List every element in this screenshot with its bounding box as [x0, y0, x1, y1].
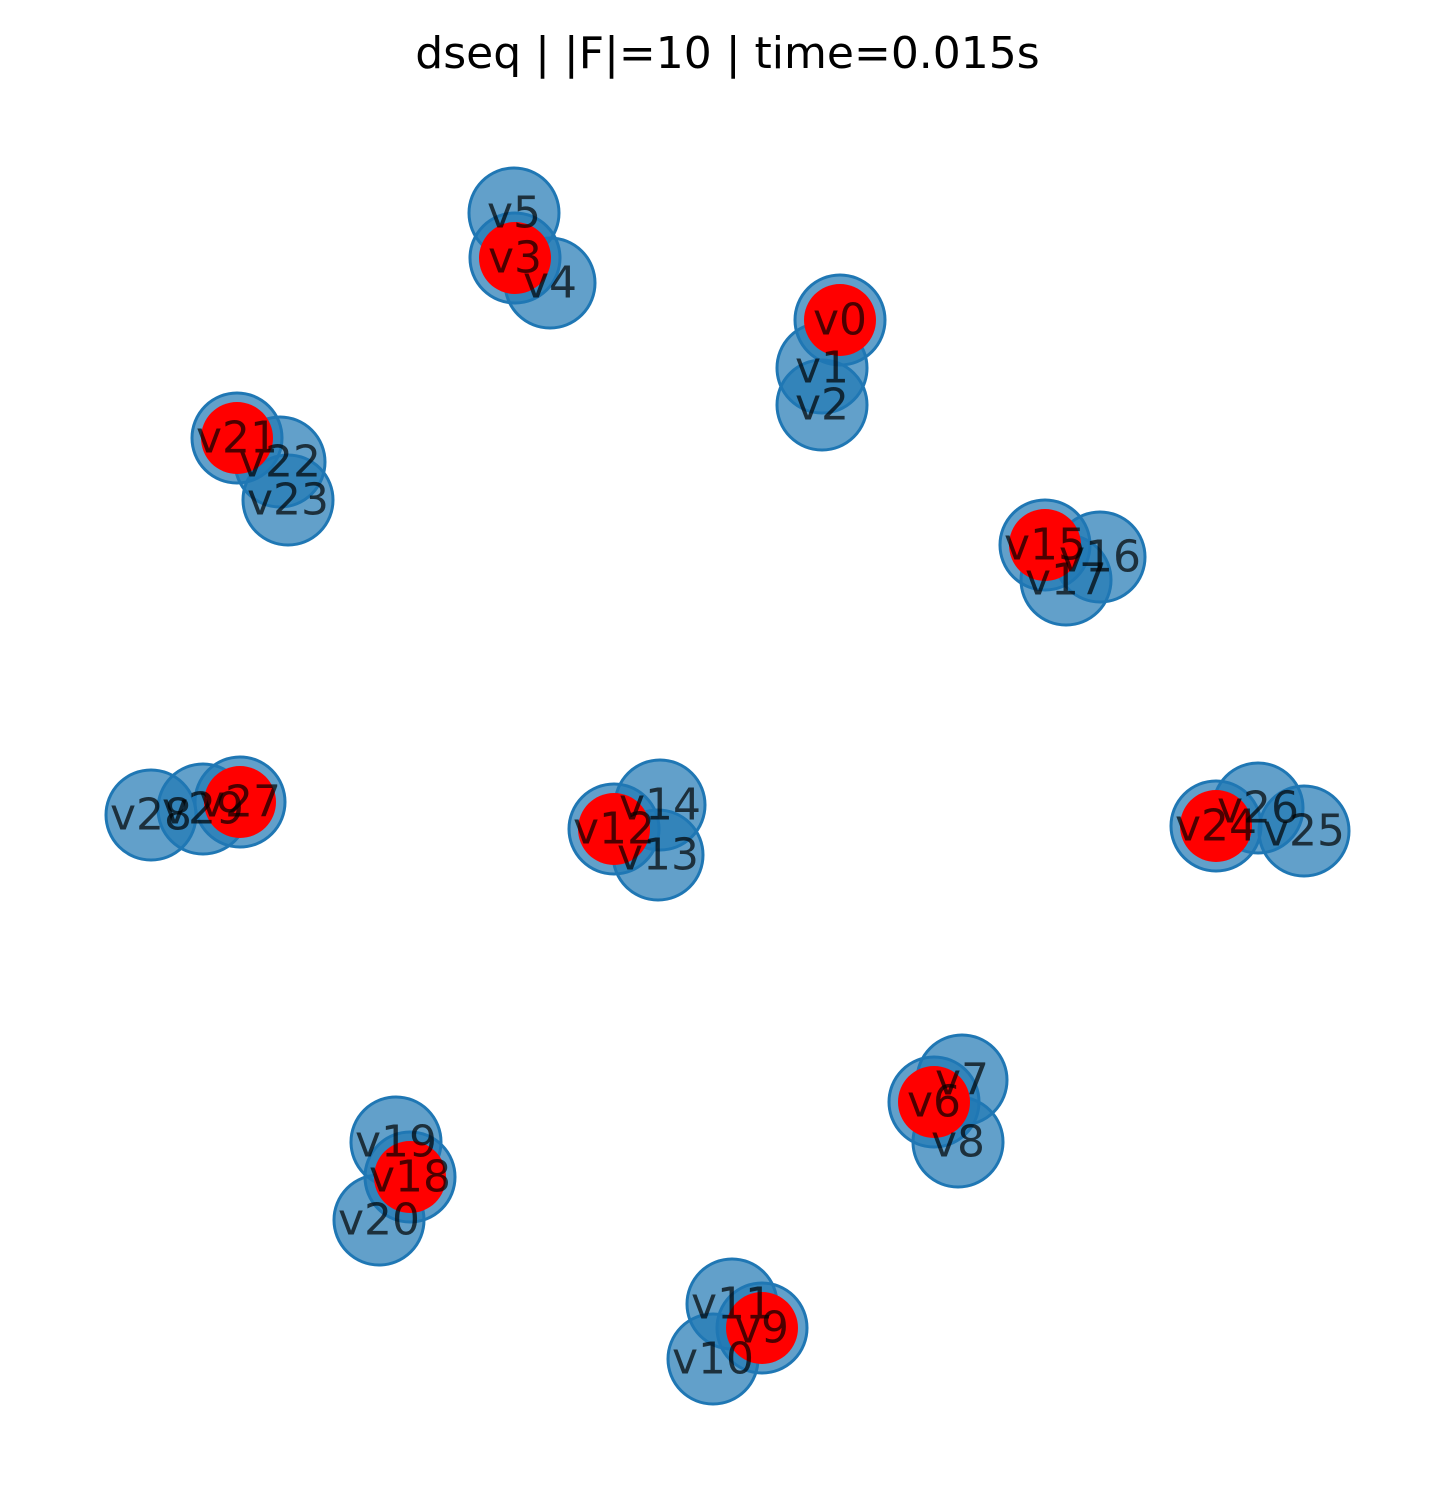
node-label-v1: v1	[795, 343, 849, 394]
node-highlight-v15	[1009, 509, 1081, 581]
node-label-v16: v16	[1059, 532, 1141, 583]
node-label-v18: v18	[369, 1152, 451, 1203]
node-highlight-v27	[204, 766, 276, 838]
node-label-v24: v24	[1175, 801, 1257, 852]
node-label-v7: v7	[935, 1055, 989, 1106]
node-label-v21: v21	[196, 413, 278, 464]
node-label-v20: v20	[338, 1195, 420, 1246]
node-highlight-v24	[1180, 790, 1252, 862]
node-label-v28: v28	[110, 790, 192, 841]
node-label-v14: v14	[619, 780, 701, 831]
node-label-v9: v9	[735, 1303, 789, 1354]
node-label-v2: v2	[795, 380, 849, 431]
node-label-v22: v22	[239, 437, 321, 488]
node-label-v17: v17	[1025, 555, 1107, 606]
node-label-v4: v4	[523, 258, 577, 309]
node-label-v12: v12	[573, 804, 655, 855]
node-highlight-v12	[578, 793, 650, 865]
node-label-v8: v8	[931, 1117, 985, 1168]
node-label-v6: v6	[907, 1077, 961, 1128]
node-label-v26: v26	[1217, 783, 1299, 834]
node-label-v3: v3	[488, 233, 542, 284]
node-highlight-v3	[479, 222, 551, 294]
node-label-v10: v10	[672, 1334, 754, 1385]
node-highlight-v21	[201, 402, 273, 474]
node-label-v15: v15	[1004, 520, 1086, 571]
node-highlight-v0	[804, 284, 876, 356]
node-label-v11: v11	[691, 1279, 773, 1330]
node-label-v5: v5	[487, 188, 541, 239]
chart-title: dseq | |F|=10 | time=0.015s	[415, 28, 1040, 79]
node-highlight-v9	[726, 1292, 798, 1364]
node-label-v23: v23	[247, 475, 329, 526]
node-label-v0: v0	[813, 295, 867, 346]
node-highlight-v6	[898, 1066, 970, 1138]
node-highlight-v18	[374, 1141, 446, 1213]
node-label-v25: v25	[1263, 806, 1345, 857]
node-label-v19: v19	[355, 1117, 437, 1168]
node-v2	[775, 358, 869, 452]
node-label-v27: v27	[199, 777, 281, 828]
node-v23	[241, 453, 335, 547]
node-label-v13: v13	[617, 830, 699, 881]
node-label-v29: v29	[162, 784, 244, 835]
